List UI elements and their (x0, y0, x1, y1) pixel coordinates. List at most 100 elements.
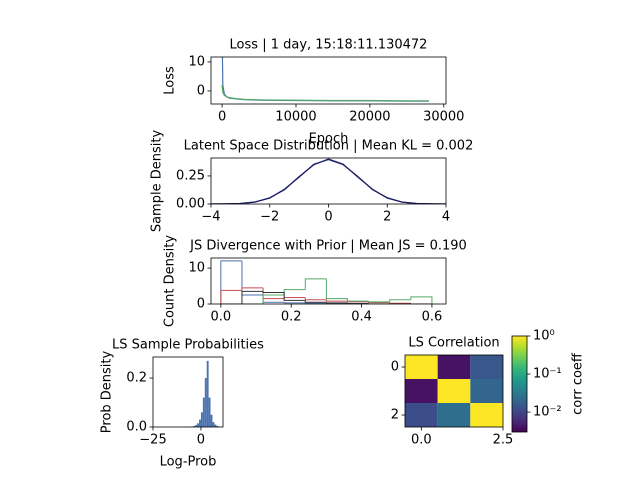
y-axis-label: Count Density (163, 235, 178, 327)
hist-step (346, 298, 369, 302)
hist-step (220, 260, 242, 304)
chart-title: Latent Space Distribution | Mean KL = 0.… (184, 139, 474, 154)
hist-step (241, 260, 264, 296)
y-tick-label: 10 (188, 54, 205, 69)
axes-frame (404, 354, 504, 428)
hist-bar (210, 414, 213, 427)
hist-bar (216, 425, 219, 427)
hist-step (389, 299, 411, 302)
hist-step (241, 290, 264, 304)
x-tick-label: 0.6 (422, 310, 443, 325)
x-tick-label: 2.5 (493, 433, 514, 448)
axes-frame (210, 56, 447, 105)
x-tick-label: 0 (324, 210, 332, 225)
y-tick-label: 2 (391, 408, 399, 423)
axes-frame (152, 356, 224, 428)
heatmap-cell (437, 355, 471, 379)
hist-bar (195, 425, 198, 427)
hist-step (304, 300, 327, 303)
hist-step (283, 297, 306, 299)
x-tick-label: 20000 (349, 110, 390, 125)
x-axis-label: Epoch (309, 132, 349, 147)
x-tick-label: −25 (139, 433, 166, 448)
hist-step (304, 278, 327, 290)
hist-step (325, 299, 348, 302)
y-tick-label: 0.25 (176, 168, 205, 183)
x-tick-label: 0 (218, 110, 226, 125)
plot-area (221, 57, 430, 102)
heatmap-cell (470, 403, 503, 427)
chart-title: LS Correlation (408, 336, 499, 351)
x-tick-label: 0.4 (351, 310, 372, 325)
y-tick-label: 0 (197, 297, 205, 312)
colorbar (512, 336, 527, 432)
colorbar-tick-label: 10⁰ (533, 329, 555, 344)
heatmap-cell (470, 379, 503, 403)
hist-step (220, 289, 242, 304)
y-tick-label: 0 (197, 83, 205, 98)
hist-bar (204, 378, 207, 427)
x-tick-label: 0.0 (411, 433, 432, 448)
plot-area (211, 158, 446, 204)
hist-step (262, 287, 285, 300)
y-tick-label: 0.00 (176, 197, 205, 212)
hist-bar (200, 412, 203, 427)
y-tick-label: 0.2 (126, 371, 147, 386)
hist-bar (212, 422, 215, 427)
colorbar-frame (511, 335, 528, 433)
x-tick-label: −2 (260, 210, 279, 225)
series-line (211, 158, 446, 204)
hist-step (325, 278, 348, 300)
hist-bar (199, 419, 201, 427)
heatmap-cell (470, 355, 503, 379)
heatmap-cell (405, 403, 438, 427)
hist-bar (206, 360, 209, 427)
hist-bar (202, 397, 205, 427)
colorbar-tick-label: 10⁻² (533, 405, 562, 420)
series-line (221, 85, 430, 102)
hist-step (325, 302, 348, 304)
x-tick-label: 0 (197, 433, 205, 448)
plot-area (189, 360, 221, 427)
heatmap-cell (437, 403, 471, 427)
x-axis-label: Log-Prob (160, 455, 217, 470)
x-tick-label: 4 (442, 210, 450, 225)
x-tick-label: −4 (201, 210, 220, 225)
colorbar-tick-label: 10⁻¹ (533, 367, 562, 382)
hist-step (283, 289, 306, 296)
chart-title: JS Divergence with Prior | Mean JS = 0.1… (189, 239, 467, 254)
hist-step (283, 302, 306, 304)
chart-title: LS Sample Probabilities (112, 338, 264, 353)
hist-bar (193, 426, 196, 427)
hist-bar (214, 424, 217, 427)
hist-step (262, 294, 285, 304)
y-tick-label: 0 (391, 360, 399, 375)
hist-step (410, 296, 433, 304)
y-axis-label: Prob Density (100, 350, 115, 433)
hist-step (283, 292, 306, 301)
hist-step (346, 302, 369, 304)
hist-bar (208, 397, 211, 427)
x-tick-label: 2 (383, 210, 391, 225)
series-line (211, 159, 446, 204)
y-tick-label: 0.0 (126, 420, 147, 435)
hist-step (241, 287, 264, 291)
hist-step (262, 291, 285, 293)
x-tick-label: 30000 (423, 110, 464, 125)
series-line (211, 158, 446, 204)
x-tick-label: 0.2 (281, 310, 302, 325)
hist-step (368, 301, 390, 303)
plot-area (405, 355, 503, 427)
hist-step (304, 297, 327, 301)
axes-frame (210, 157, 447, 205)
x-tick-label: 10000 (275, 110, 316, 125)
y-axis-label: Sample Density (150, 130, 165, 233)
hist-step (389, 302, 411, 304)
hist-bar (197, 423, 200, 427)
plot-area (220, 260, 433, 304)
colorbar-label: corr coeff (571, 352, 586, 415)
y-tick-label: 10 (188, 261, 205, 276)
chart-title: Loss | 1 day, 15:18:11.130472 (230, 38, 428, 53)
